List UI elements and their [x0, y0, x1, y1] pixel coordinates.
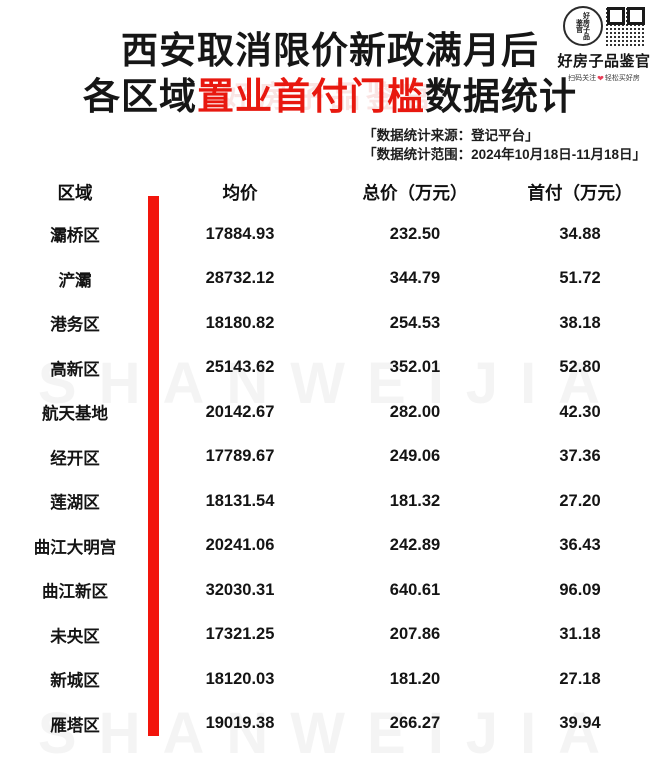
statistics-table: 区域 均价 总价（万元） 首付（万元） 灞桥区 17884.93 232.50 34.… — [0, 172, 660, 746]
table-row: 港务区 18180.82 254.53 38.18 — [0, 301, 660, 346]
headline-post: 数据统计 — [425, 76, 577, 117]
cell-total-price: 254.53 — [389, 313, 441, 332]
cell-total-price: 249.06 — [389, 447, 441, 466]
cell-region: 曲江大明宫 — [33, 538, 117, 557]
table-row: 浐灞 28732.12 344.79 51.72 — [0, 257, 660, 302]
table-row: 莲湖区 18131.54 181.32 27.20 — [0, 479, 660, 524]
headline-highlight: 置业首付门槛 — [197, 76, 425, 117]
data-range-note: 「数据统计范围：2024年10月18日-11月18日」 — [363, 147, 646, 162]
cell-avg-price: 32030.31 — [205, 580, 275, 599]
cell-region: 灞桥区 — [50, 227, 100, 246]
cell-total-price: 344.79 — [389, 269, 441, 288]
cell-avg-price: 20142.67 — [205, 402, 275, 421]
cell-region: 高新区 — [50, 360, 100, 379]
cell-total-price: 207.86 — [389, 625, 441, 644]
headline-pre: 各区域 — [83, 76, 197, 117]
cell-total-price: 282.00 — [389, 402, 441, 421]
heart-icon: ❤ — [597, 73, 604, 83]
cell-avg-price: 17321.25 — [205, 625, 275, 644]
column-header-region: 区域 — [57, 182, 93, 203]
cell-total-price: 181.32 — [389, 491, 441, 510]
cell-down-payment: 96.09 — [559, 580, 601, 599]
cell-down-payment: 52.80 — [559, 358, 601, 377]
cell-down-payment: 31.18 — [559, 625, 601, 644]
headline-line-1: 西安取消限价新政满月后 — [121, 30, 539, 71]
headline-line-2: 各区域置业首付门槛数据统计 — [0, 74, 660, 120]
table-row: 曲江大明宫 20241.06 242.89 36.43 — [0, 524, 660, 569]
cell-down-payment: 36.43 — [559, 536, 601, 555]
table-row: 未央区 17321.25 207.86 31.18 — [0, 613, 660, 658]
cell-region: 航天基地 — [42, 405, 108, 424]
cell-down-payment: 27.20 — [559, 491, 601, 510]
cell-region: 经开区 — [50, 449, 100, 468]
brand-tagline: 扫码关注 ❤ 轻松买好房 — [568, 73, 640, 83]
cell-region: 雁塔区 — [50, 716, 100, 735]
cell-avg-price: 18120.03 — [205, 669, 275, 688]
cell-down-payment: 42.30 — [559, 402, 601, 421]
table-header-row: 区域 均价 总价（万元） 首付（万元） — [0, 172, 660, 212]
cell-down-payment: 51.72 — [559, 269, 601, 288]
column-header-total-price: 总价（万元） — [362, 182, 468, 203]
table-row: 雁塔区 19019.38 266.27 39.94 — [0, 702, 660, 747]
cell-down-payment: 37.36 — [559, 447, 601, 466]
table-body: 灞桥区 17884.93 232.50 34.88 浐灞 28732.12 344.79 51… — [0, 212, 660, 746]
cell-avg-price: 25143.62 — [205, 358, 275, 377]
table-row: 灞桥区 17884.93 232.50 34.88 — [0, 212, 660, 257]
tagline-left: 扫码关注 — [568, 75, 597, 82]
cell-avg-price: 17789.67 — [205, 447, 275, 466]
column-header-down-payment: 首付（万元） — [527, 182, 633, 203]
page-title: 西安取消限价新政满月后 各区域置业首付门槛数据统计 — [0, 28, 660, 120]
cell-avg-price: 18131.54 — [205, 491, 275, 510]
cell-avg-price: 20241.06 — [205, 536, 275, 555]
cell-total-price: 181.20 — [389, 669, 441, 688]
cell-region: 浐灞 — [58, 271, 92, 290]
table-row: 航天基地 20142.67 282.00 42.30 — [0, 390, 660, 435]
cell-total-price: 640.61 — [389, 580, 441, 599]
tagline-right: 轻松买好房 — [604, 75, 640, 82]
cell-avg-price: 17884.93 — [205, 224, 275, 243]
brand-block[interactable]: 好房子品鉴官 好房子品鉴官 扫码关注 ❤ 轻松买好房 — [556, 6, 652, 83]
cell-total-price: 242.89 — [389, 536, 441, 555]
table-row: 曲江新区 32030.31 640.61 96.09 — [0, 568, 660, 613]
subtitle-block: 「数据统计来源：登记平台」 「数据统计范围：2024年10月18日-11月18日… — [363, 126, 646, 164]
cell-region: 曲江新区 — [42, 583, 108, 602]
cell-region: 新城区 — [50, 672, 100, 691]
cell-down-payment: 34.88 — [559, 224, 601, 243]
qr-code-icon[interactable] — [605, 6, 646, 46]
cell-down-payment: 27.18 — [559, 669, 601, 688]
cell-total-price: 232.50 — [389, 224, 441, 243]
cell-region: 莲湖区 — [50, 494, 100, 513]
cell-region: 港务区 — [50, 316, 100, 335]
brand-name: 好房子品鉴官 — [557, 53, 651, 70]
cell-total-price: 352.01 — [389, 358, 441, 377]
table-row: 高新区 25143.62 352.01 52.80 — [0, 346, 660, 391]
cell-avg-price: 19019.38 — [205, 714, 275, 733]
table-row: 新城区 18120.03 181.20 27.18 — [0, 657, 660, 702]
data-source-note: 「数据统计来源：登记平台」 — [363, 128, 539, 143]
seal-icon: 好房子品鉴官 — [562, 6, 603, 46]
cell-down-payment: 38.18 — [559, 313, 601, 332]
cell-down-payment: 39.94 — [559, 714, 601, 733]
cell-total-price: 266.27 — [389, 714, 441, 733]
table-row: 经开区 17789.67 249.06 37.36 — [0, 435, 660, 480]
cell-avg-price: 28732.12 — [205, 269, 275, 288]
cell-region: 未央区 — [50, 627, 100, 646]
red-divider-bar — [148, 196, 159, 736]
brand-marks: 好房子品鉴官 — [562, 6, 646, 48]
cell-avg-price: 18180.82 — [205, 313, 275, 332]
column-header-avg-price: 均价 — [222, 182, 258, 203]
